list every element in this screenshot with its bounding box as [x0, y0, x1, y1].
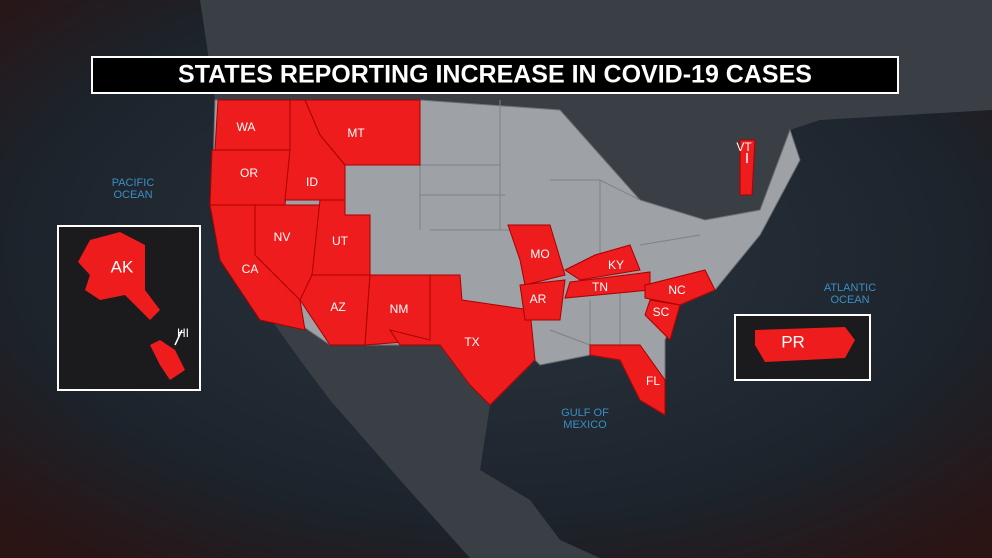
puerto-rico-shape — [755, 327, 855, 362]
state-label: NM — [390, 302, 409, 316]
state-label: FL — [646, 374, 660, 388]
state-label: KY — [608, 258, 624, 272]
reporting-states — [209, 99, 756, 416]
state-label: AZ — [330, 300, 345, 314]
state-label: TX — [464, 335, 479, 349]
ocean-label: GULF OF — [561, 407, 609, 419]
state-label: TN — [592, 280, 608, 294]
state-label: MT — [347, 126, 365, 140]
hawaii-shape — [150, 340, 185, 380]
state-label: WA — [237, 120, 256, 134]
state-label: UT — [332, 234, 349, 248]
state-label: NV — [274, 230, 291, 244]
state-label: MO — [530, 247, 549, 261]
hi-pointer — [174, 329, 183, 346]
canada — [200, 0, 992, 220]
state-label: VT — [736, 140, 752, 154]
mexico — [250, 290, 600, 558]
state-label: PR — [781, 332, 805, 351]
ocean-label: MEXICO — [563, 419, 607, 431]
state-label: AR — [530, 292, 547, 306]
ocean-label: OCEAN — [113, 189, 152, 201]
state-label: CA — [242, 262, 259, 276]
state-label: SC — [653, 305, 670, 319]
state-label: NC — [668, 283, 686, 297]
ocean-label: ATLANTIC — [824, 282, 876, 294]
state-label: AK — [111, 257, 134, 276]
state-label: HI — [177, 326, 189, 340]
ocean-label: OCEAN — [830, 294, 869, 306]
alaska-shape — [78, 232, 160, 320]
state-label: OR — [240, 166, 258, 180]
ocean-label: PACIFIC — [112, 177, 155, 189]
title: STATES REPORTING INCREASE IN COVID-19 CA… — [178, 61, 812, 89]
state-label: ID — [306, 175, 318, 189]
title-box — [91, 56, 899, 94]
